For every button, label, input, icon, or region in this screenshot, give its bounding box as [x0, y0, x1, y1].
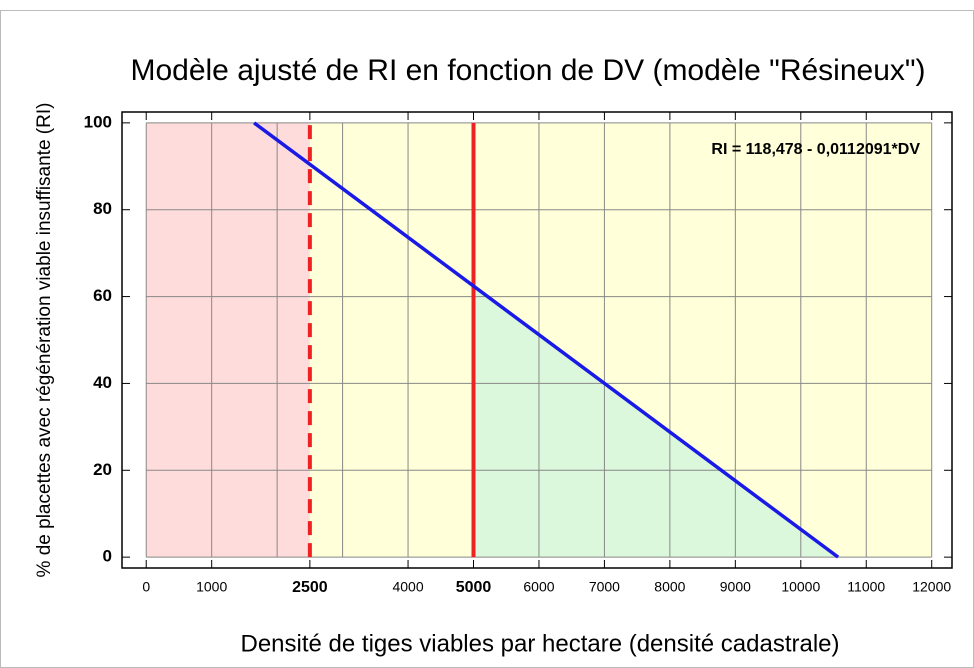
- x-tick-label: 12000: [912, 579, 951, 595]
- shaded-region: [146, 122, 310, 558]
- fitted-line: [253, 121, 840, 559]
- y-tick-label: 60: [93, 286, 112, 305]
- y-tick-label: 20: [93, 460, 112, 479]
- x-tick-label: 1000: [196, 579, 227, 595]
- x-tick-label: 4000: [392, 579, 423, 595]
- x-axis-label: Densité de tiges viables par hectare (de…: [241, 630, 840, 657]
- x-tick-label: 0: [142, 579, 150, 595]
- plot-frame: [121, 111, 953, 569]
- y-tick-label: 100: [84, 112, 112, 131]
- x-tick-label: 8000: [654, 579, 685, 595]
- annotation: RI = 118,478 - 0,0112091*DV: [711, 141, 920, 158]
- x-tick-label: 7000: [589, 579, 620, 595]
- x-tick-label: 10000: [781, 579, 820, 595]
- y-tick-label: 0: [103, 547, 112, 566]
- y-tick-label: 40: [93, 373, 112, 392]
- x-tick-label: 9000: [720, 579, 751, 595]
- x-tick-label: 6000: [523, 579, 554, 595]
- x-tick-label: 2500: [292, 579, 328, 596]
- y-axis-label: % de placettes avec régénération viable …: [34, 103, 55, 578]
- y-tick-label: 80: [93, 199, 112, 218]
- chart-title: Modèle ajusté de RI en fonction de DV (m…: [130, 54, 925, 87]
- x-tick-label: 5000: [456, 579, 492, 596]
- x-tick-label: 11000: [847, 579, 885, 595]
